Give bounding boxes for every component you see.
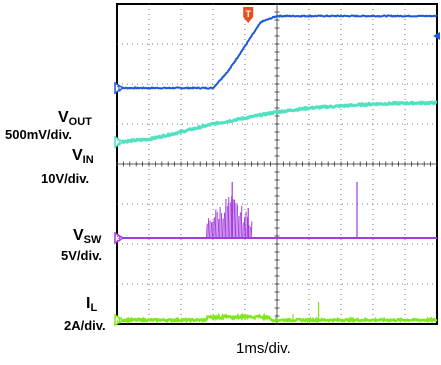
vout-reference-arrow <box>433 32 440 40</box>
vsw-scale-label: 5V/div. <box>61 248 102 263</box>
il-label: IL <box>86 295 98 314</box>
channel-marker-number: 2 <box>117 139 122 148</box>
channel-marker-number: 4 <box>117 317 122 326</box>
trace-vout <box>116 14 438 90</box>
vout-label: VOUT <box>58 109 92 128</box>
vin-scale-label: 10V/div. <box>41 171 90 186</box>
il-scale-label: 2A/div. <box>64 318 106 333</box>
channel-marker <box>114 231 125 245</box>
traces <box>116 14 438 324</box>
trigger-marker <box>243 7 254 23</box>
channel-marker <box>114 313 125 327</box>
channel-marker-number: 1 <box>117 85 122 94</box>
vsw-burst <box>206 195 253 239</box>
trace-vin <box>116 100 438 145</box>
channel-marker <box>114 135 125 149</box>
vout-scale-label: 500mV/div. <box>5 127 72 142</box>
channel-marker <box>114 81 125 95</box>
channel-marker-number: 3 <box>117 235 122 244</box>
vin-label: VIN <box>72 147 94 166</box>
vsw-label: VSW <box>73 227 102 246</box>
trigger-marker-label: T <box>245 9 251 19</box>
channel-markers: 1 2 3 4 T <box>114 7 440 327</box>
trace-il <box>116 302 438 324</box>
grid <box>116 3 438 325</box>
x-axis-label: 1ms/div. <box>236 340 291 357</box>
il-line <box>116 312 438 324</box>
trace-vsw <box>117 182 437 239</box>
